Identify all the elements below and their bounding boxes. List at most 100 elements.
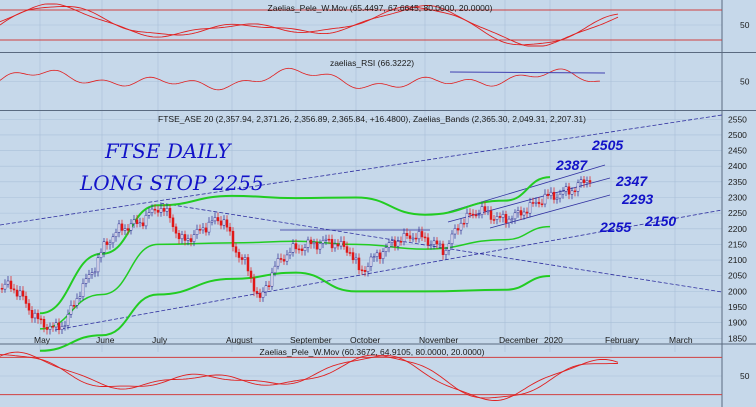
candle-body (357, 257, 361, 271)
rsi-trendline (449, 71, 606, 74)
candle-body (78, 296, 82, 299)
candle-body (468, 212, 472, 215)
candle-body (573, 190, 577, 193)
candle-body (54, 322, 58, 328)
oscillator-line (0, 3, 619, 46)
candle-body (360, 269, 364, 272)
price-tick-label: 2050 (728, 271, 747, 281)
trend-line (54, 209, 723, 331)
candle-body (204, 227, 208, 233)
candle-body (72, 305, 76, 307)
candle-body (345, 246, 349, 253)
candle-body (12, 288, 16, 291)
band-middle (39, 225, 551, 330)
candle-body (75, 298, 79, 306)
candle-body (108, 242, 112, 245)
level-2150: 2150 (644, 213, 676, 229)
candle-body (402, 233, 406, 242)
month-label: May (34, 335, 51, 345)
month-label: November (419, 335, 458, 345)
candle-body (453, 228, 457, 235)
level-2293: 2293 (621, 191, 653, 207)
candle-body (276, 258, 280, 267)
candle-body (576, 182, 580, 192)
candle-body (351, 252, 355, 261)
candle-body (390, 240, 394, 243)
candle-body (255, 291, 259, 294)
candle-body (120, 223, 124, 231)
candle-body (510, 218, 514, 221)
candle-body (450, 233, 454, 245)
trend-line (447, 177, 611, 223)
candle-body (543, 193, 547, 205)
candles (0, 175, 592, 335)
candle-body (471, 213, 475, 216)
candle-body (588, 180, 592, 183)
candle-body (297, 248, 301, 251)
candle-body (138, 222, 142, 225)
candle-body (192, 234, 196, 242)
oscillator-line (0, 351, 619, 399)
price-tick-label: 1950 (728, 302, 747, 312)
candle-body (273, 265, 277, 274)
top-pane-title: Zaelias_Pele_W.Mov (65.4497, 67.6645, 80… (268, 3, 493, 13)
price-tick-label: 2450 (728, 146, 747, 156)
candle-body (57, 322, 61, 330)
candle-body (15, 289, 19, 297)
candle-body (546, 193, 550, 196)
candle-body (153, 208, 157, 211)
candle-body (228, 226, 232, 232)
candle-body (36, 312, 40, 320)
candle-body (582, 179, 586, 183)
price-tick-label: 2550 (728, 114, 747, 124)
candle-body (315, 242, 319, 250)
candle-body (30, 309, 34, 319)
candle-body (246, 257, 250, 272)
candle-body (408, 235, 412, 239)
candle-body (579, 179, 583, 184)
level-2505: 2505 (591, 137, 623, 153)
candle-body (99, 252, 103, 258)
annotation-title-line2: LONG STOP 2255 (79, 171, 264, 195)
rsi-line (0, 67, 601, 91)
month-label: July (152, 335, 168, 345)
rsi-tick-label: 50 (740, 77, 750, 87)
candle-body (321, 240, 325, 244)
candle-body (393, 240, 397, 247)
candle-body (237, 252, 241, 258)
candle-body (288, 252, 292, 256)
candle-body (312, 242, 316, 244)
candle-body (0, 287, 4, 290)
candle-body (423, 236, 427, 239)
candle-body (381, 251, 385, 260)
candle-body (210, 220, 214, 223)
candle-body (525, 211, 529, 214)
candle-body (570, 190, 574, 195)
oscillator-line (0, 354, 619, 401)
candle-body (405, 233, 409, 236)
level-2387: 2387 (555, 157, 588, 173)
candle-body (231, 230, 235, 247)
candle-body (480, 206, 484, 215)
candle-body (222, 219, 226, 226)
month-label: August (226, 335, 253, 345)
candle-body (462, 222, 466, 225)
candle-body (291, 243, 295, 253)
candle-body (213, 217, 217, 222)
oscillator-lines (0, 3, 722, 401)
candle-body (354, 257, 358, 261)
candle-body (66, 314, 70, 326)
osc-tick-label: 50 (740, 371, 750, 381)
candle-body (363, 270, 367, 272)
candle-body (489, 210, 493, 220)
candle-body (534, 201, 538, 204)
candle-body (261, 291, 265, 298)
candle-body (183, 234, 187, 241)
candle-body (372, 256, 376, 258)
candle-body (507, 218, 511, 223)
candle-body (195, 229, 199, 235)
candle-body (42, 319, 46, 328)
candle-body (63, 325, 67, 327)
candle-body (141, 222, 145, 227)
